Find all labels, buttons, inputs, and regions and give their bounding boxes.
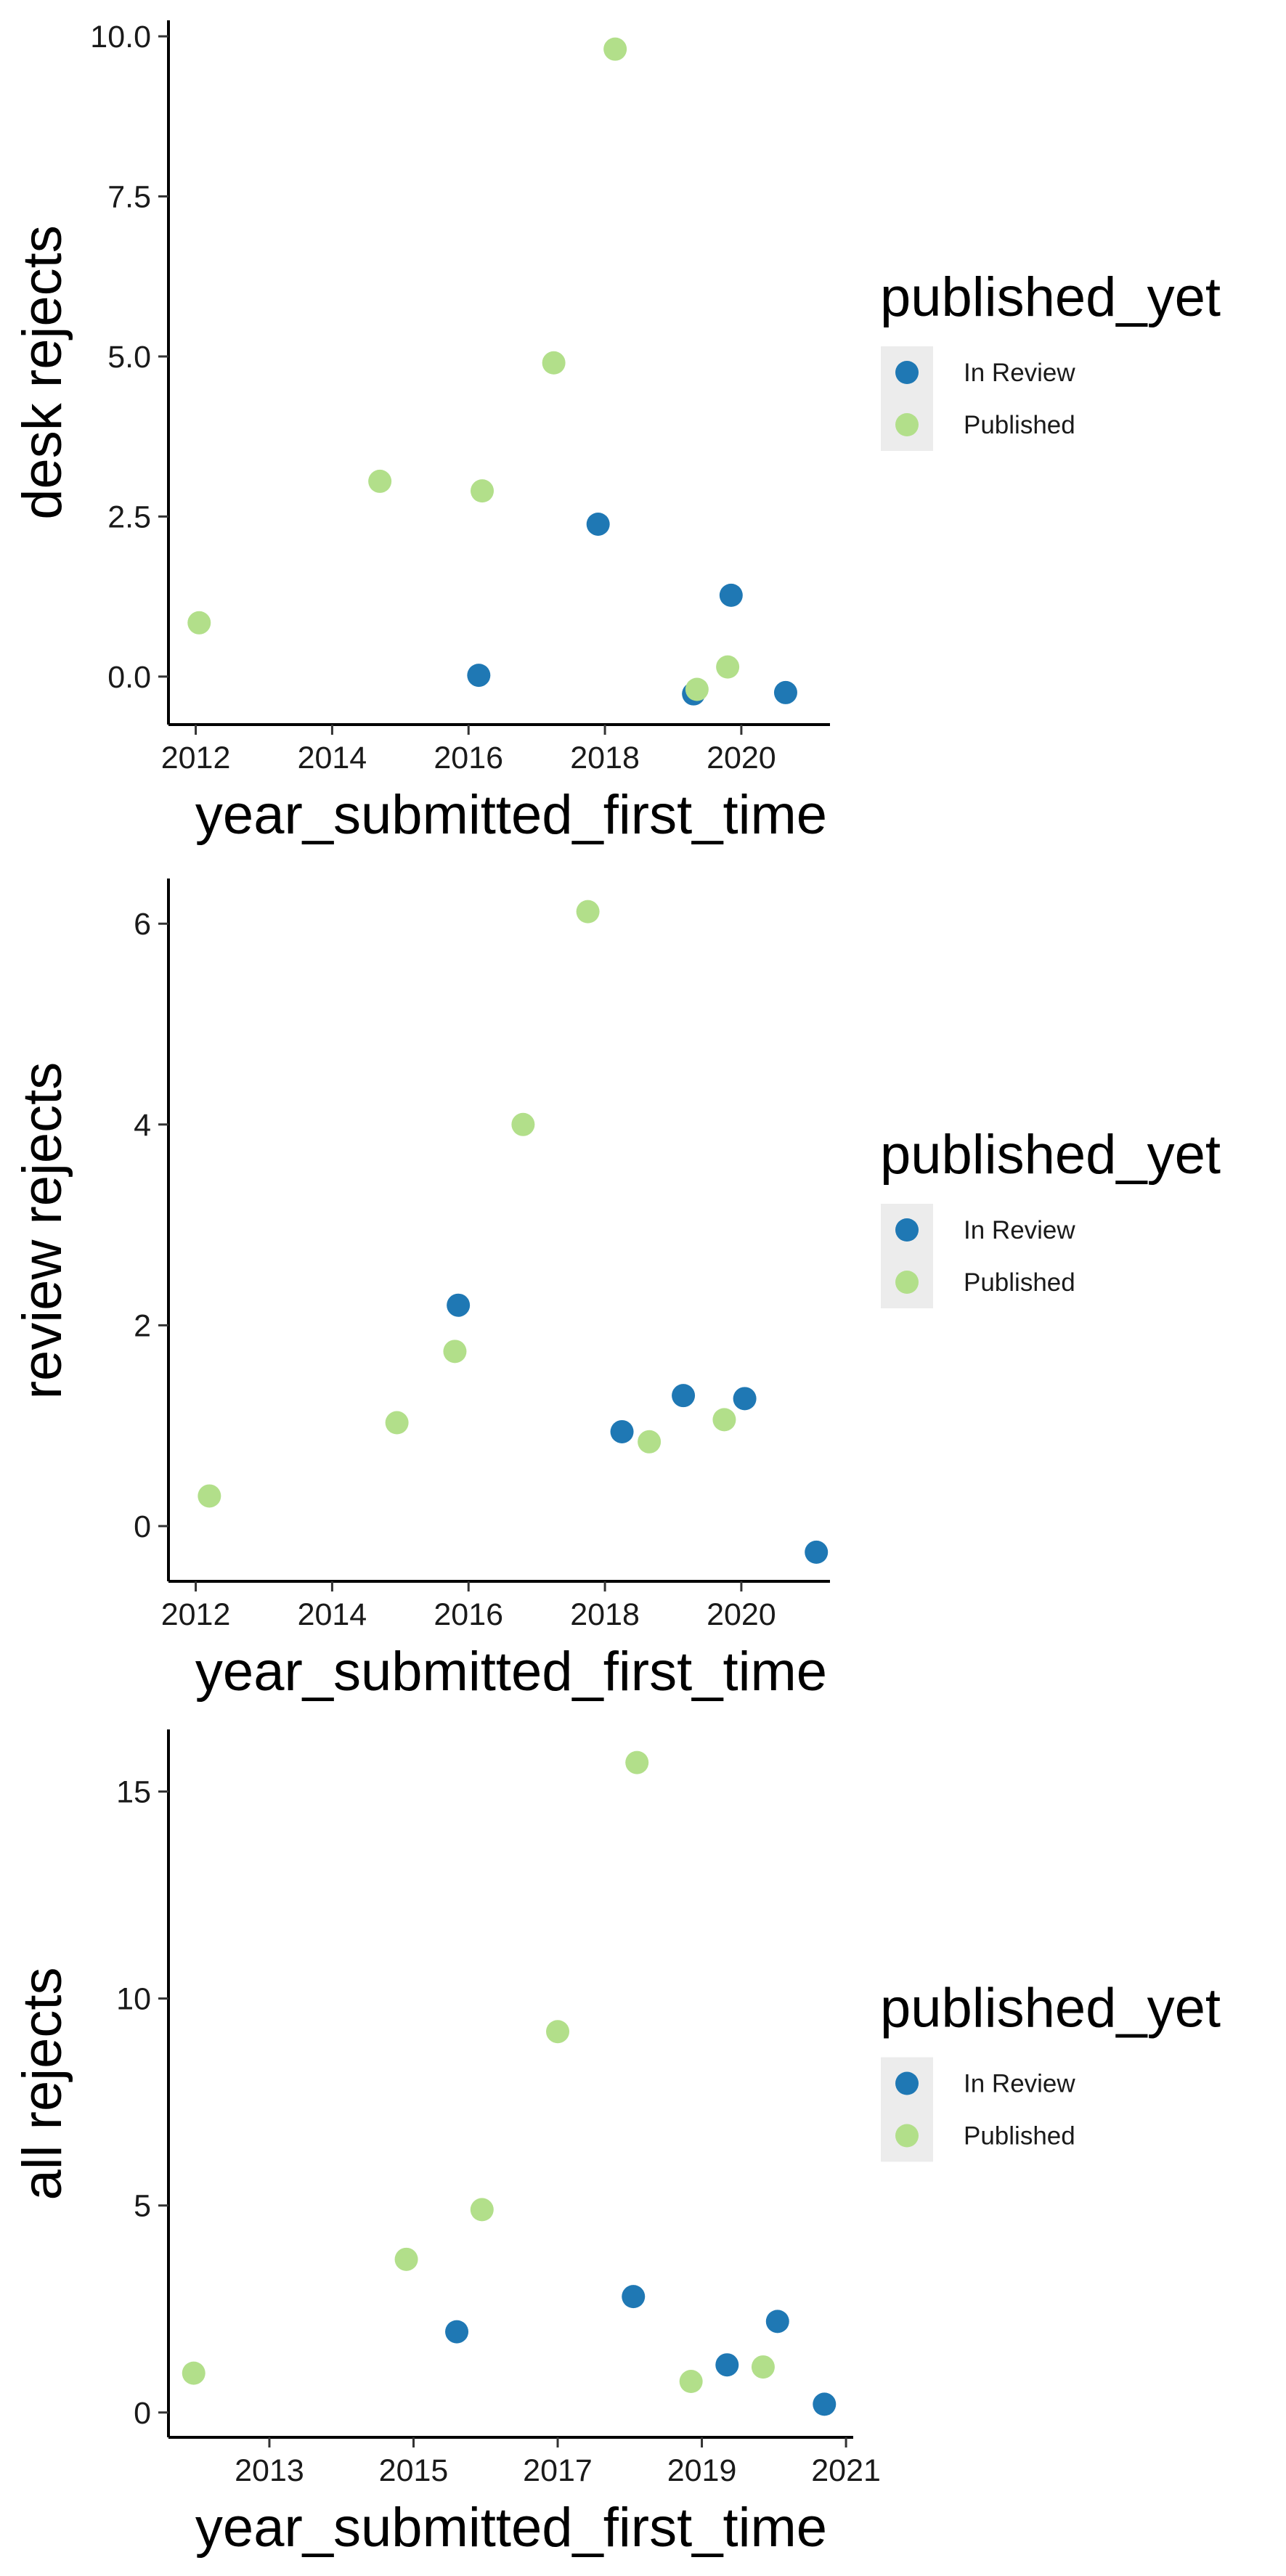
data-point-published [603,37,627,61]
x-tick-label: 2013 [235,2453,304,2488]
legend-title: published_yet [880,1124,1221,1186]
y-tick-label: 2.5 [107,500,151,534]
data-point-published [625,1750,649,1774]
legend-label: In Review [964,1216,1075,1244]
data-point-in-review [586,512,610,536]
data-point-in-review [610,1419,634,1443]
data-point-published [394,2247,418,2271]
x-tick-label: 2014 [298,1597,367,1632]
data-point-published [187,611,211,635]
data-point-published [685,677,709,701]
data-point-published [198,1484,221,1508]
data-point-in-review [672,1384,696,1408]
x-tick-label: 2012 [161,741,231,775]
data-point-published [716,655,740,679]
y-tick-label: 10 [116,1982,151,2017]
scatter-panel-3: 0 5 10 15 2013 2015 2017 2019 2021 year_submitted… [12,1729,881,2559]
scatter-panel-1: 0.0 2.5 5.0 7.5 10.0 2012 2014 2016 2018 2020 year… [12,20,830,846]
legend-label: In Review [964,359,1075,387]
x-tick-label: 2020 [707,1597,776,1632]
data-point-published [182,2361,205,2385]
data-point-published [712,1408,736,1432]
data-point-published [638,1430,662,1454]
data-point-published [576,900,600,924]
legend-key-in-review [895,1218,919,1242]
x-tick-label: 2015 [379,2453,449,2488]
x-axis-title: year_submitted_first_time [195,2497,827,2559]
data-point-in-review [773,680,797,704]
data-point-published [546,2020,570,2044]
data-point-published [385,1411,409,1435]
y-axis-title: all rejects [12,1968,73,2201]
legend-label: Published [964,411,1075,439]
data-point-in-review [733,1387,757,1411]
y-tick-label: 0 [134,1509,151,1544]
x-axis-title: year_submitted_first_time [195,1641,827,1703]
legend-title: published_yet [880,266,1221,328]
y-axis-title: review rejects [12,1062,73,1400]
y-tick-label: 4 [134,1108,151,1143]
data-point-in-review [813,2392,837,2416]
legend-key-published [895,413,919,436]
data-point-in-review [447,1293,471,1317]
legend-label: In Review [964,2070,1075,2098]
y-tick-label: 15 [116,1775,151,1810]
data-point-published [368,469,392,493]
x-tick-label: 2012 [161,1597,231,1632]
x-tick-label: 2016 [434,741,503,775]
x-tick-label: 2017 [523,2453,593,2488]
legend-label: Published [964,1268,1075,1297]
data-point-published [471,479,495,503]
data-point-in-review [445,2320,469,2344]
legend-key-in-review [895,361,919,384]
data-point-published [470,2198,494,2222]
y-tick-label: 7.5 [107,180,151,215]
y-axis-title: desk rejects [12,225,73,520]
x-tick-label: 2018 [570,1597,640,1632]
legend-title: published_yet [880,1978,1221,2039]
data-point-in-review [622,2285,646,2309]
legend-label: Published [964,2122,1075,2151]
y-tick-label: 2 [134,1308,151,1343]
data-point-in-review [467,664,491,688]
y-tick-label: 6 [134,907,151,942]
x-tick-label: 2021 [811,2453,881,2488]
y-tick-label: 10.0 [90,20,151,54]
data-point-published [542,351,566,375]
data-point-in-review [765,2310,789,2334]
legend-1: published_yet In Review Published [880,266,1221,451]
x-tick-label: 2020 [707,741,776,775]
y-tick-label: 0 [134,2396,151,2431]
scatter-panel-2: 0 2 4 6 2012 2014 2016 2018 2020 year_submitted_f… [12,879,830,1703]
data-point-published [443,1340,467,1364]
y-tick-label: 5 [134,2189,151,2224]
y-tick-label: 0.0 [107,660,151,695]
legend-2: published_yet In Review Published [880,1124,1221,1308]
y-tick-label: 5.0 [107,340,151,375]
x-axis-title: year_submitted_first_time [195,784,827,846]
data-point-published [511,1112,535,1136]
legend-key-published [895,2124,919,2148]
data-point-in-review [715,2353,739,2377]
x-tick-label: 2016 [434,1597,503,1632]
data-point-published [679,2370,703,2394]
legend-3: published_yet In Review Published [880,1978,1221,2162]
x-tick-label: 2019 [667,2453,737,2488]
data-point-published [751,2355,775,2379]
legend-key-in-review [895,2071,919,2095]
legend-key-published [895,1271,919,1294]
data-point-in-review [719,583,743,607]
x-tick-label: 2018 [570,741,640,775]
data-point-in-review [805,1540,829,1564]
x-tick-label: 2014 [298,741,367,775]
